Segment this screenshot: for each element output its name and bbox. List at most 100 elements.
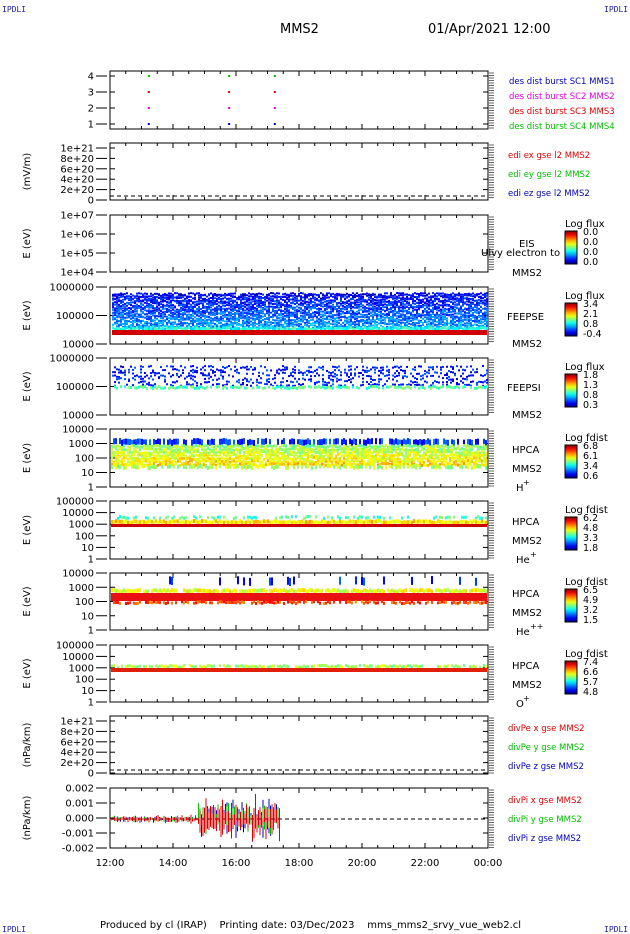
footer-file: mms_mms2_srvy_vue_web2.cl <box>367 920 522 931</box>
colorbar <box>564 588 578 623</box>
panel-divpi <box>96 787 494 849</box>
series-#e00000 <box>109 793 280 842</box>
colorbar-tick: 0.3 <box>583 400 598 411</box>
colorbar-tick: 3.2 <box>583 605 598 616</box>
ytick-label: 10000 <box>62 411 94 422</box>
corner-mark-bl: IPDLI <box>2 925 27 934</box>
colorbar-tick: 0.0 <box>583 247 598 258</box>
panel-feepse <box>96 286 578 345</box>
colorbar-title: Log flux <box>565 291 605 302</box>
spacecraft-label: MMS2 <box>512 464 542 475</box>
corner-mark-tr: IPDLI <box>604 5 629 14</box>
legend-entry: divPe x gse MMS2 <box>508 724 585 734</box>
spacecraft-label: MMS2 <box>512 339 542 350</box>
legend-entry: divPi y gse MMS2 <box>508 815 582 825</box>
ylabel: E (eV) <box>22 515 33 545</box>
burst-mark <box>228 91 231 93</box>
legend-entry: divPe y gse MMS2 <box>508 743 585 753</box>
ytick-label: 0.000 <box>65 814 94 825</box>
footer: Produced by cl (IRAP) Printing date: 03/… <box>100 920 521 931</box>
colorbar-tick: 6.5 <box>583 585 598 596</box>
ytick-label: 1e+04 <box>60 268 94 279</box>
ylabel: E (eV) <box>22 443 33 473</box>
ylabel: E (eV) <box>22 300 33 330</box>
colorbar-title: Log flux <box>565 362 605 373</box>
ytick-label: -0.001 <box>62 829 94 840</box>
burst-mark <box>228 123 231 125</box>
colorbar <box>564 660 578 695</box>
colorbar <box>564 516 578 551</box>
ytick-label: 10000 <box>62 508 94 519</box>
legend-entry: edi ey gse l2 MMS2 <box>508 170 590 180</box>
panel-hpca_he2 <box>96 572 578 631</box>
burst-mark <box>147 123 150 125</box>
colorbar-tick: 6.1 <box>583 451 598 462</box>
ylabel: (nPa/km) <box>22 723 33 768</box>
legend-entry: edi ez gse l2 MMS2 <box>508 189 590 199</box>
spacecraft-label: MMS2 <box>512 536 542 547</box>
footer-produced-by: Produced by cl (IRAP) <box>100 920 207 931</box>
spacecraft-label: MMS2 <box>512 680 542 691</box>
colorbar-tick: 1.3 <box>583 380 598 391</box>
ylabel: E (eV) <box>22 586 33 616</box>
instrument-label: HPCA <box>512 445 540 456</box>
colorbar-tick: 5.7 <box>583 677 598 688</box>
ytick-label: 1000 <box>69 439 94 450</box>
header-datetime: 01/Apr/2021 12:00 <box>428 22 551 37</box>
instrument-label: FEEPSI <box>507 383 541 394</box>
ytick-label: 1000 <box>69 520 94 531</box>
ytick-label: 8e+20 <box>60 154 94 165</box>
legend-entry: des dist burst SC2 MMS2 <box>509 92 615 102</box>
ytick-label: 10000 <box>62 425 94 436</box>
colorbar-tick: 0.0 <box>583 257 598 268</box>
panel-eis <box>96 214 578 273</box>
ytick-label: 10000 <box>62 569 94 580</box>
burst-mark <box>228 107 231 109</box>
ytick-label: 100 <box>75 454 94 465</box>
burst-mark <box>273 107 276 109</box>
burst-mark <box>273 123 276 125</box>
corner-mark-br: IPDLI <box>604 925 629 934</box>
colorbar <box>564 444 578 479</box>
ytick-label: 0.002 <box>65 784 94 795</box>
species-label: H <box>516 483 524 494</box>
legend-entry: des dist burst SC1 MMS1 <box>509 77 615 87</box>
ytick-label: 2 <box>88 104 94 115</box>
colorbar <box>564 230 578 265</box>
legend-entry: divPi x gse MMS2 <box>508 796 582 806</box>
panel-hpca_o <box>96 644 578 703</box>
species-label: He <box>516 555 530 566</box>
panel-frame <box>109 70 489 130</box>
colorbar-tick: 6.8 <box>583 441 598 452</box>
ylabel: (mV/m) <box>22 153 33 191</box>
band-red <box>112 330 487 335</box>
ytick-label: 4e+20 <box>60 748 94 759</box>
ytick-label: 1e+21 <box>60 144 94 155</box>
spacecraft-label: MMS2 <box>512 608 542 619</box>
ytick-label: 100000 <box>56 641 94 652</box>
ytick-label: -0.002 <box>62 844 94 855</box>
panel-frame <box>109 715 489 775</box>
ytick-label: 100000 <box>56 497 94 508</box>
ytick-label: 1 <box>88 698 94 709</box>
band-red <box>111 593 487 601</box>
panel-burst <box>96 70 494 130</box>
colorbar-title: Log fdist <box>565 649 608 660</box>
ytick-label: 1e+05 <box>60 249 94 260</box>
colorbar-tick: 3.4 <box>583 461 598 472</box>
xtick-label: 22:00 <box>411 858 440 869</box>
legend-entry: des dist burst SC4 MMS4 <box>509 122 615 132</box>
panel-frame <box>109 644 489 703</box>
ytick-label: 10000 <box>62 652 94 663</box>
ytick-label: 2e+20 <box>60 758 94 769</box>
panel-hpca_h <box>96 428 578 488</box>
instrument-label: EIS <box>519 239 535 250</box>
legend-entry: des dist burst SC3 MMS3 <box>509 107 615 117</box>
charge-label: + <box>523 694 530 703</box>
xtick-label: 14:00 <box>159 858 188 869</box>
ytick-label: 1000 <box>69 663 94 674</box>
ytick-label: 10 <box>81 611 94 622</box>
colorbar-tick: 3.4 <box>583 299 598 310</box>
colorbar-title: Log fdist <box>565 505 608 516</box>
instrument-label: FEEPSE <box>507 312 544 323</box>
